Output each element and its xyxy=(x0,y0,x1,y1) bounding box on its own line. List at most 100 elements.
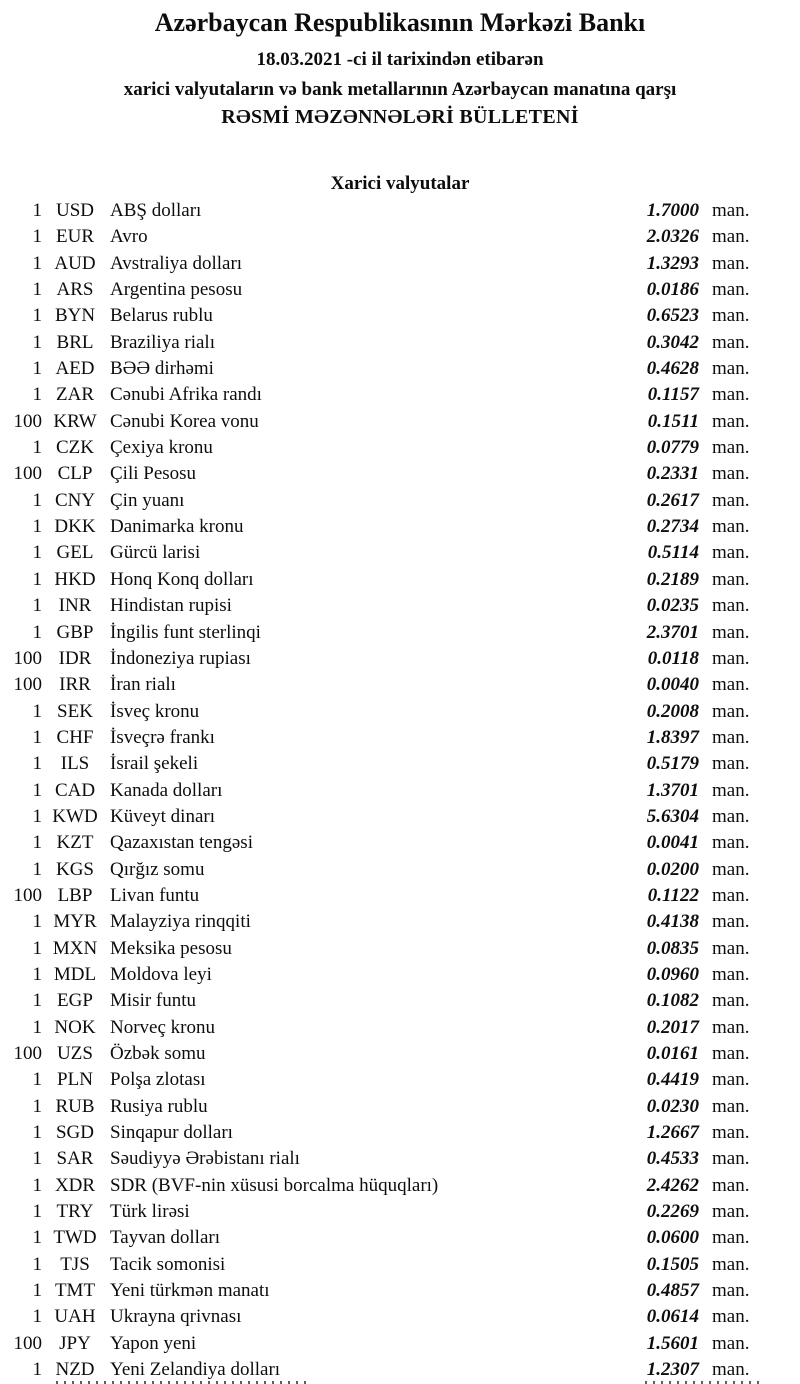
currency-rate: 0.2617 xyxy=(646,489,699,511)
currency-rate: 2.3701 xyxy=(646,621,699,643)
currency-name: Polşa zlotası xyxy=(110,1069,206,1091)
currency-rate: 0.5114 xyxy=(647,542,699,564)
currency-row: 100 KRW Cənubi Korea vonu 0.1511 man. xyxy=(0,409,800,435)
currency-name: Avro xyxy=(110,226,148,248)
currency-rate: 0.2189 xyxy=(646,568,699,590)
currency-name: Çexiya kronu xyxy=(110,437,213,459)
currency-row: 1 ILS İsrail şekeli 0.5179 man. xyxy=(0,751,800,777)
currency-unit-label: man. xyxy=(712,963,750,985)
currency-unit-label: man. xyxy=(712,1043,750,1064)
currency-rate: 0.0230 xyxy=(646,1095,699,1117)
currency-quantity: 100 xyxy=(13,410,43,432)
currency-code: DKK xyxy=(54,516,96,538)
effective-date-line: 18.03.2021 -ci il tarixindən etibarən xyxy=(256,49,544,70)
currency-rate: 0.0835 xyxy=(646,937,699,959)
currency-quantity: 1 xyxy=(32,700,43,722)
currency-row: 1 TJS Tacik somonisi 0.1505 man. xyxy=(0,1252,800,1278)
currency-unit-label: man. xyxy=(712,437,750,459)
currency-quantity: 1 xyxy=(32,384,43,406)
currency-code: KWD xyxy=(52,805,98,827)
currency-quantity: 1 xyxy=(32,805,43,827)
currency-name: SDR (BVF-nin xüsusi borcalma hüquqları) xyxy=(110,1174,439,1196)
currency-row: 1 AED BƏƏ dirhəmi 0.4628 man. xyxy=(0,356,800,382)
currency-row: 1 KWD Küveyt dinarı 5.6304 man. xyxy=(0,804,800,830)
currency-code: GBP xyxy=(56,621,94,643)
currency-unit-label: man. xyxy=(712,832,750,854)
currency-quantity: 1 xyxy=(32,621,43,643)
currency-quantity: 1 xyxy=(32,252,43,274)
currency-name: Çin yuanı xyxy=(110,489,185,511)
currency-rate: 0.6523 xyxy=(646,305,699,327)
currency-code: AED xyxy=(55,358,95,380)
currency-code: NZD xyxy=(55,1359,95,1381)
currency-row: 1 CZK Çexiya kronu 0.0779 man. xyxy=(0,435,800,461)
currency-row: 1 EUR Avro 2.0326 man. xyxy=(0,224,800,250)
currency-code: NOK xyxy=(54,1016,96,1038)
currency-code: HKD xyxy=(54,568,96,590)
currency-row: 1 INR Hindistan rupisi 0.0235 man. xyxy=(0,593,800,619)
currency-name: İndoneziya rupiası xyxy=(110,647,251,669)
currency-rate: 0.0960 xyxy=(646,963,699,985)
bulletin-header: Azərbaycan Respublikasının Mərkəzi Bankı… xyxy=(0,0,800,130)
currency-quantity: 1 xyxy=(32,753,43,775)
currency-unit-label: man. xyxy=(712,647,750,669)
currency-name: Ukrayna qrivnası xyxy=(110,1306,242,1328)
currency-code: INR xyxy=(58,595,92,617)
currency-quantity: 1 xyxy=(32,226,43,248)
currency-rate: 0.4628 xyxy=(646,358,699,380)
currency-row: 1 TWD Tayvan dolları 0.0600 man. xyxy=(0,1225,800,1251)
currency-unit-label: man. xyxy=(712,1306,750,1328)
currency-name: Qazaxıstan tengəsi xyxy=(110,832,253,854)
currency-code: CAD xyxy=(54,779,96,801)
currency-quantity: 100 xyxy=(13,1043,43,1064)
currency-quantity: 1 xyxy=(32,726,43,748)
currency-unit-label: man. xyxy=(712,674,750,696)
currency-unit-label: man. xyxy=(712,779,750,801)
currency-name: Tayvan dolları xyxy=(110,1227,220,1249)
currency-code: TMT xyxy=(54,1280,96,1302)
currency-code: EGP xyxy=(57,990,93,1012)
currency-row: 100 UZS Özbək somu 0.0161 man. xyxy=(0,1041,800,1067)
currency-code: ILS xyxy=(60,753,90,775)
currency-name: Braziliya rialı xyxy=(110,331,215,353)
currency-name: Küveyt dinarı xyxy=(110,805,216,827)
currency-unit-label: man. xyxy=(712,200,750,221)
currency-unit-label: man. xyxy=(712,726,750,748)
currency-quantity: 1 xyxy=(32,358,43,380)
currency-rate: 2.4262 xyxy=(646,1174,699,1196)
currency-code: BRL xyxy=(56,331,94,353)
currency-row: 1 HKD Honq Konq dolları 0.2189 man. xyxy=(0,567,800,593)
currency-unit-label: man. xyxy=(712,700,750,722)
currency-quantity: 1 xyxy=(32,1359,43,1381)
currency-code: MDL xyxy=(53,963,97,985)
currency-quantity: 1 xyxy=(32,568,43,590)
currency-unit-label: man. xyxy=(712,305,750,327)
currency-unit-label: man. xyxy=(712,1280,750,1302)
currency-row: 1 BRL Braziliya rialı 0.3042 man. xyxy=(0,330,800,356)
currency-rate: 0.4533 xyxy=(646,1148,699,1170)
currency-name: Belarus rublu xyxy=(110,305,213,327)
currency-rate: 0.0041 xyxy=(646,832,699,854)
currency-rate: 0.0235 xyxy=(646,595,699,617)
currency-quantity: 1 xyxy=(32,331,43,353)
currency-name: Tacik somonisi xyxy=(110,1253,226,1275)
currency-rate: 1.2667 xyxy=(646,1122,699,1144)
currency-code: GEL xyxy=(56,542,94,564)
currency-row: 1 RUB Rusiya rublu 0.0230 man. xyxy=(0,1094,800,1120)
currency-rate: 0.2017 xyxy=(646,1016,699,1038)
currency-quantity: 1 xyxy=(32,542,43,564)
currency-unit-label: man. xyxy=(712,279,750,301)
currency-unit-label: man. xyxy=(712,1095,750,1117)
currency-code: TWD xyxy=(53,1227,97,1249)
currency-rate: 1.7000 xyxy=(646,200,699,221)
currency-code: USD xyxy=(55,200,94,221)
currency-unit-label: man. xyxy=(712,516,750,538)
currency-row: 1 EGP Misir funtu 0.1082 man. xyxy=(0,988,800,1014)
currency-row: 1 GEL Gürcü larisi 0.5114 man. xyxy=(0,540,800,566)
currency-code: TRY xyxy=(56,1201,94,1223)
currency-rate: 0.0118 xyxy=(647,647,699,669)
currency-code: SGD xyxy=(55,1122,94,1144)
currency-rate: 0.1511 xyxy=(647,410,699,432)
currency-row: 1 CHF İsveçrə frankı 1.8397 man. xyxy=(0,725,800,751)
currency-quantity: 1 xyxy=(32,1280,43,1302)
